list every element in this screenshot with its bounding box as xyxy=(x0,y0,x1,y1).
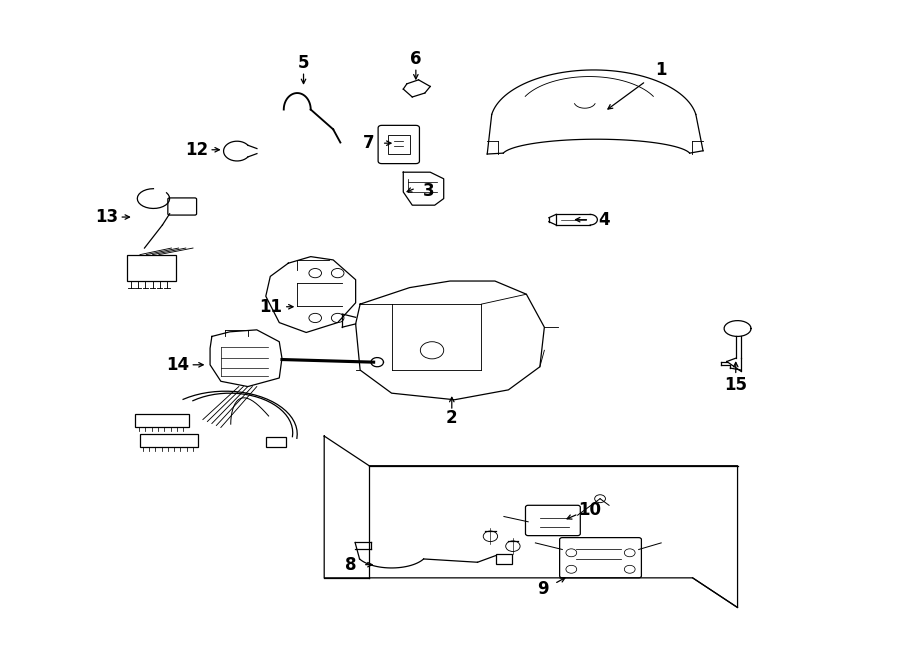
Text: 7: 7 xyxy=(364,134,375,152)
Text: 12: 12 xyxy=(185,141,208,159)
Text: 8: 8 xyxy=(346,556,357,574)
Text: 15: 15 xyxy=(724,375,747,393)
Text: 1: 1 xyxy=(655,61,667,79)
Text: 14: 14 xyxy=(166,356,189,374)
Text: 13: 13 xyxy=(95,208,118,226)
Text: 11: 11 xyxy=(260,297,283,316)
Bar xyxy=(140,434,198,447)
Text: 4: 4 xyxy=(598,211,610,229)
Text: 3: 3 xyxy=(423,182,434,200)
Text: 6: 6 xyxy=(410,50,421,67)
Text: 9: 9 xyxy=(536,580,548,598)
Bar xyxy=(388,136,410,154)
Text: 10: 10 xyxy=(579,501,602,519)
Text: 2: 2 xyxy=(446,408,457,426)
Bar xyxy=(136,414,189,428)
Text: 5: 5 xyxy=(298,54,310,71)
Bar xyxy=(496,554,512,564)
Bar xyxy=(127,254,176,281)
Bar xyxy=(266,438,285,447)
